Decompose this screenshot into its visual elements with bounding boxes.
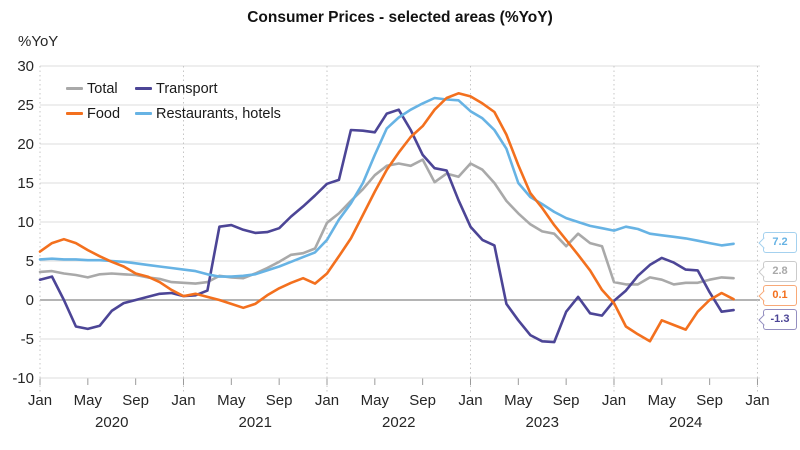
y-tick-label: 30 [17,58,34,75]
end-value-label-food: 0.1 [758,285,797,306]
y-tick-label: 25 [17,97,34,114]
series-line-food [38,92,735,343]
legend: Total Transport Food Restaurants, hotels [66,76,281,126]
x-tick-label: Jan [602,392,626,409]
series-line-restaurants-hotels [38,96,735,278]
series-line-total [38,158,735,286]
legend-swatch-total [66,87,83,90]
x-tick-label: May [648,392,677,409]
legend-item-total: Total [66,81,135,97]
x-tick-label: Jan [315,392,339,409]
legend-label-transport: Transport [156,80,218,97]
end-value-restaurants: 7.2 [772,236,788,248]
y-tick-label: 0 [26,292,34,309]
x-tick-label: Jan [458,392,482,409]
end-value-label-total: 2.8 [758,261,797,282]
legend-item-transport: Transport [135,81,218,97]
y-axis-unit-label: %YoY [18,33,59,50]
end-value-food: 0.1 [772,289,788,301]
legend-label-total: Total [87,80,118,97]
end-value-label-restaurants: 7.2 [758,232,797,253]
end-value-label-transport: -1.3 [758,309,797,330]
legend-row-2: Food Restaurants, hotels [66,101,281,126]
x-tick-label: Sep [553,392,580,409]
chart-title: Consumer Prices - selected areas (%YoY) [247,9,553,26]
year-label: 2023 [526,414,559,431]
y-tick-label: 10 [17,214,34,231]
legend-swatch-food [66,112,83,115]
legend-item-food: Food [66,106,135,122]
x-tick-label: Sep [122,392,149,409]
year-label: 2021 [239,414,272,431]
x-tick-label: Sep [266,392,293,409]
end-value-transport: -1.3 [770,313,790,325]
legend-item-restaurants: Restaurants, hotels [135,106,281,122]
x-tick-label: May [361,392,390,409]
x-tick-label: Sep [409,392,436,409]
x-tick-label: Sep [696,392,723,409]
x-tick-label: May [504,392,533,409]
y-tick-label: 15 [17,175,34,192]
legend-row-1: Total Transport [66,76,281,101]
x-tick-label: Jan [171,392,195,409]
x-tick-label: Jan [28,392,52,409]
y-tick-label: -10 [12,370,34,387]
x-tick-label: Jan [745,392,769,409]
x-tick-label: May [74,392,103,409]
legend-swatch-restaurants [135,112,152,115]
y-tick-label: 20 [17,136,34,153]
y-tick-label: -5 [21,331,34,348]
legend-label-restaurants: Restaurants, hotels [156,105,281,122]
year-label: 2020 [95,414,128,431]
year-label: 2024 [669,414,702,431]
series-line-transport [38,108,735,344]
legend-label-food: Food [87,105,121,122]
end-value-total: 2.8 [772,265,788,277]
y-tick-label: 5 [26,253,34,270]
x-tick-label: May [217,392,246,409]
legend-swatch-transport [135,87,152,90]
year-label: 2022 [382,414,415,431]
